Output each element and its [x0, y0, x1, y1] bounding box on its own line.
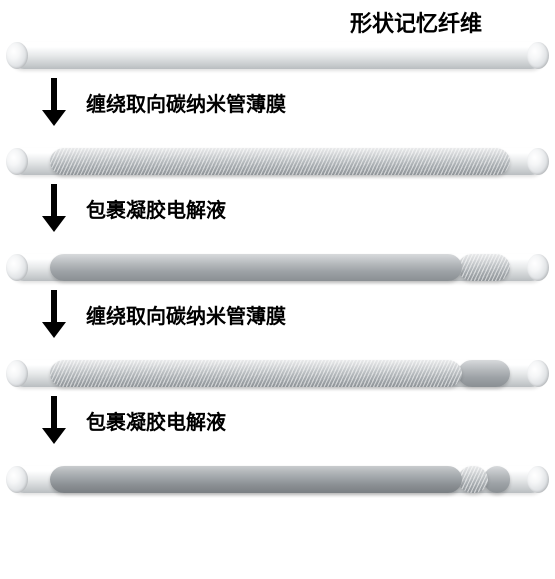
rod-cap-left [6, 42, 28, 69]
fiber-stage-4 [10, 466, 545, 493]
layer-cnt [458, 254, 510, 281]
process-diagram: 形状记忆纤维 缠绕取向碳纳米管薄膜包裹凝胶电解液缠绕取向碳纳米管薄膜包裹凝胶电解… [0, 0, 555, 579]
rod-cap-right [527, 42, 549, 69]
rod-cap-right [527, 254, 549, 281]
layer-gel [458, 360, 510, 387]
layer-base [10, 42, 545, 69]
rod-cap-left [6, 466, 28, 493]
rod-cap-right [527, 466, 549, 493]
diagram-title: 形状记忆纤维 [350, 6, 482, 38]
fiber-stage-2 [10, 254, 545, 281]
layer-gel2 [50, 466, 462, 493]
rod-cap-left [6, 254, 28, 281]
fiber-stage-0 [10, 42, 545, 69]
rod-cap-left [6, 148, 28, 175]
layer-cnt [50, 360, 462, 387]
step-label-1: 包裹凝胶电解液 [86, 194, 226, 223]
rod-cap-left [6, 360, 28, 387]
step-label-2: 缠绕取向碳纳米管薄膜 [86, 300, 286, 329]
process-arrow-1 [42, 184, 66, 230]
process-arrow-2 [42, 290, 66, 336]
step-label-3: 包裹凝胶电解液 [86, 406, 226, 435]
layer-cnt [458, 466, 488, 493]
step-label-0: 缠绕取向碳纳米管薄膜 [86, 88, 286, 117]
layer-cnt [50, 148, 510, 175]
layer-gel [50, 254, 462, 281]
process-arrow-3 [42, 396, 66, 442]
rod-cap-right [527, 360, 549, 387]
process-arrow-0 [42, 78, 66, 124]
fiber-stage-3 [10, 360, 545, 387]
fiber-stage-1 [10, 148, 545, 175]
rod-cap-right [527, 148, 549, 175]
